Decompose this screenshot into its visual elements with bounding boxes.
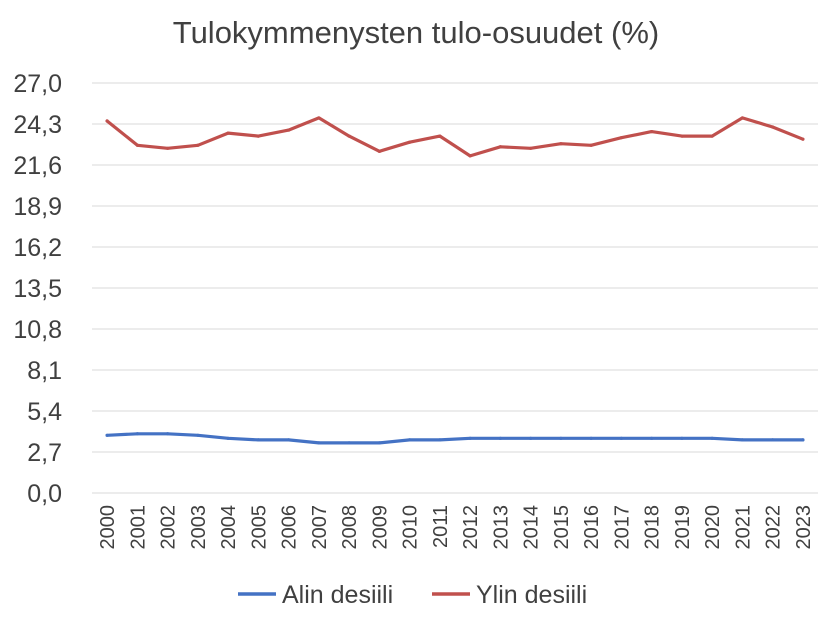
series-points-1: [105, 432, 805, 445]
x-tick-label: 2016: [581, 505, 603, 550]
data-point: [105, 119, 109, 123]
data-point: [105, 433, 109, 437]
data-point: [226, 131, 230, 135]
data-point: [196, 433, 200, 437]
data-point: [135, 432, 139, 436]
data-point: [740, 116, 744, 120]
legend-label: Alin desiili: [282, 581, 393, 609]
gridlines: [92, 82, 818, 494]
x-tick-label: 2011: [430, 505, 452, 548]
y-tick-label: 10,8: [13, 316, 62, 344]
x-tick-label: 2022: [763, 505, 785, 550]
data-point: [226, 436, 230, 440]
data-point: [529, 146, 533, 150]
data-point: [771, 125, 775, 129]
x-tick-label: 2003: [188, 505, 210, 550]
y-tick-label: 5,4: [27, 398, 62, 426]
y-tick-label: 13,5: [13, 275, 62, 303]
series-lines: [105, 116, 805, 445]
data-point: [317, 116, 321, 120]
data-point: [408, 438, 412, 442]
x-tick-label: 2021: [732, 505, 754, 550]
data-point: [498, 436, 502, 440]
data-point: [801, 137, 805, 141]
data-point: [468, 436, 472, 440]
y-tick-label: 27,0: [13, 70, 62, 98]
data-point: [287, 128, 291, 132]
x-tick-label: 2004: [218, 505, 240, 550]
data-point: [347, 441, 351, 445]
data-point: [801, 438, 805, 442]
data-point: [589, 143, 593, 147]
data-point: [498, 145, 502, 149]
x-tick-label: 2017: [611, 505, 633, 550]
data-point: [377, 149, 381, 153]
data-point: [408, 140, 412, 144]
y-tick-label: 16,2: [13, 234, 62, 262]
data-point: [619, 136, 623, 140]
data-point: [771, 438, 775, 442]
y-tick-label: 0,0: [27, 480, 62, 508]
x-tick-label: 2018: [642, 505, 664, 550]
legend: Alin desiili Ylin desiili: [238, 581, 587, 609]
legend-label: Ylin desiili: [476, 581, 587, 609]
data-point: [317, 441, 321, 445]
x-tick-label: 2000: [97, 505, 119, 550]
data-point: [256, 438, 260, 442]
series-points-2: [105, 116, 805, 158]
data-point: [740, 438, 744, 442]
x-tick-label: 2001: [127, 505, 149, 550]
x-tick-label: 2008: [339, 505, 361, 550]
data-point: [196, 143, 200, 147]
data-point: [650, 129, 654, 134]
data-point: [650, 436, 654, 440]
data-point: [559, 142, 563, 146]
y-tick-label: 18,9: [13, 193, 62, 221]
x-tick-label: 2010: [400, 505, 422, 550]
y-tick-label: 21,6: [13, 152, 62, 180]
x-tick-label: 2013: [490, 505, 512, 550]
y-tick-label: 24,3: [13, 111, 62, 139]
y-tick-label: 8,1: [27, 357, 62, 385]
data-point: [710, 134, 714, 138]
x-tick-label: 2019: [672, 505, 694, 550]
x-tick-label: 2014: [521, 505, 543, 550]
series-line-1: [105, 432, 805, 445]
x-tick-label: 2015: [551, 505, 573, 550]
data-point: [680, 134, 684, 138]
x-axis-tick-labels: 2000 2001 2002 2003 2004 2005 2006 2007 2008 2009…: [97, 505, 815, 550]
data-point: [347, 134, 351, 138]
data-point: [377, 441, 381, 445]
data-point: [287, 438, 291, 442]
data-point: [256, 134, 260, 138]
data-point: [529, 436, 533, 440]
data-point: [468, 154, 472, 158]
series-line-2: [105, 116, 805, 158]
x-tick-label: 2007: [309, 505, 331, 550]
data-point: [710, 436, 714, 440]
x-tick-label: 2012: [460, 505, 482, 550]
data-point: [680, 436, 684, 440]
data-point: [166, 432, 170, 436]
data-point: [559, 436, 563, 440]
data-point: [619, 436, 623, 440]
x-tick-label: 2002: [158, 505, 180, 550]
y-axis-tick-labels: 0,0 2,7 5,4 8,1 10,8 13,5 16,2 18,9 21,6 24,3 27,0: [13, 70, 62, 508]
data-point: [438, 438, 442, 442]
x-tick-label: 2005: [248, 505, 270, 550]
x-tick-label: 2009: [369, 505, 391, 550]
data-point: [589, 436, 593, 440]
data-point: [438, 134, 442, 138]
x-tick-label: 2006: [279, 505, 301, 550]
x-tick-label: 2023: [793, 505, 815, 550]
data-point: [166, 146, 170, 150]
x-tick-label: 2020: [702, 505, 724, 550]
data-point: [135, 143, 139, 147]
y-tick-label: 2,7: [27, 439, 62, 467]
chart-title: Tulokymmenysten tulo-osuudet (%): [173, 15, 659, 50]
